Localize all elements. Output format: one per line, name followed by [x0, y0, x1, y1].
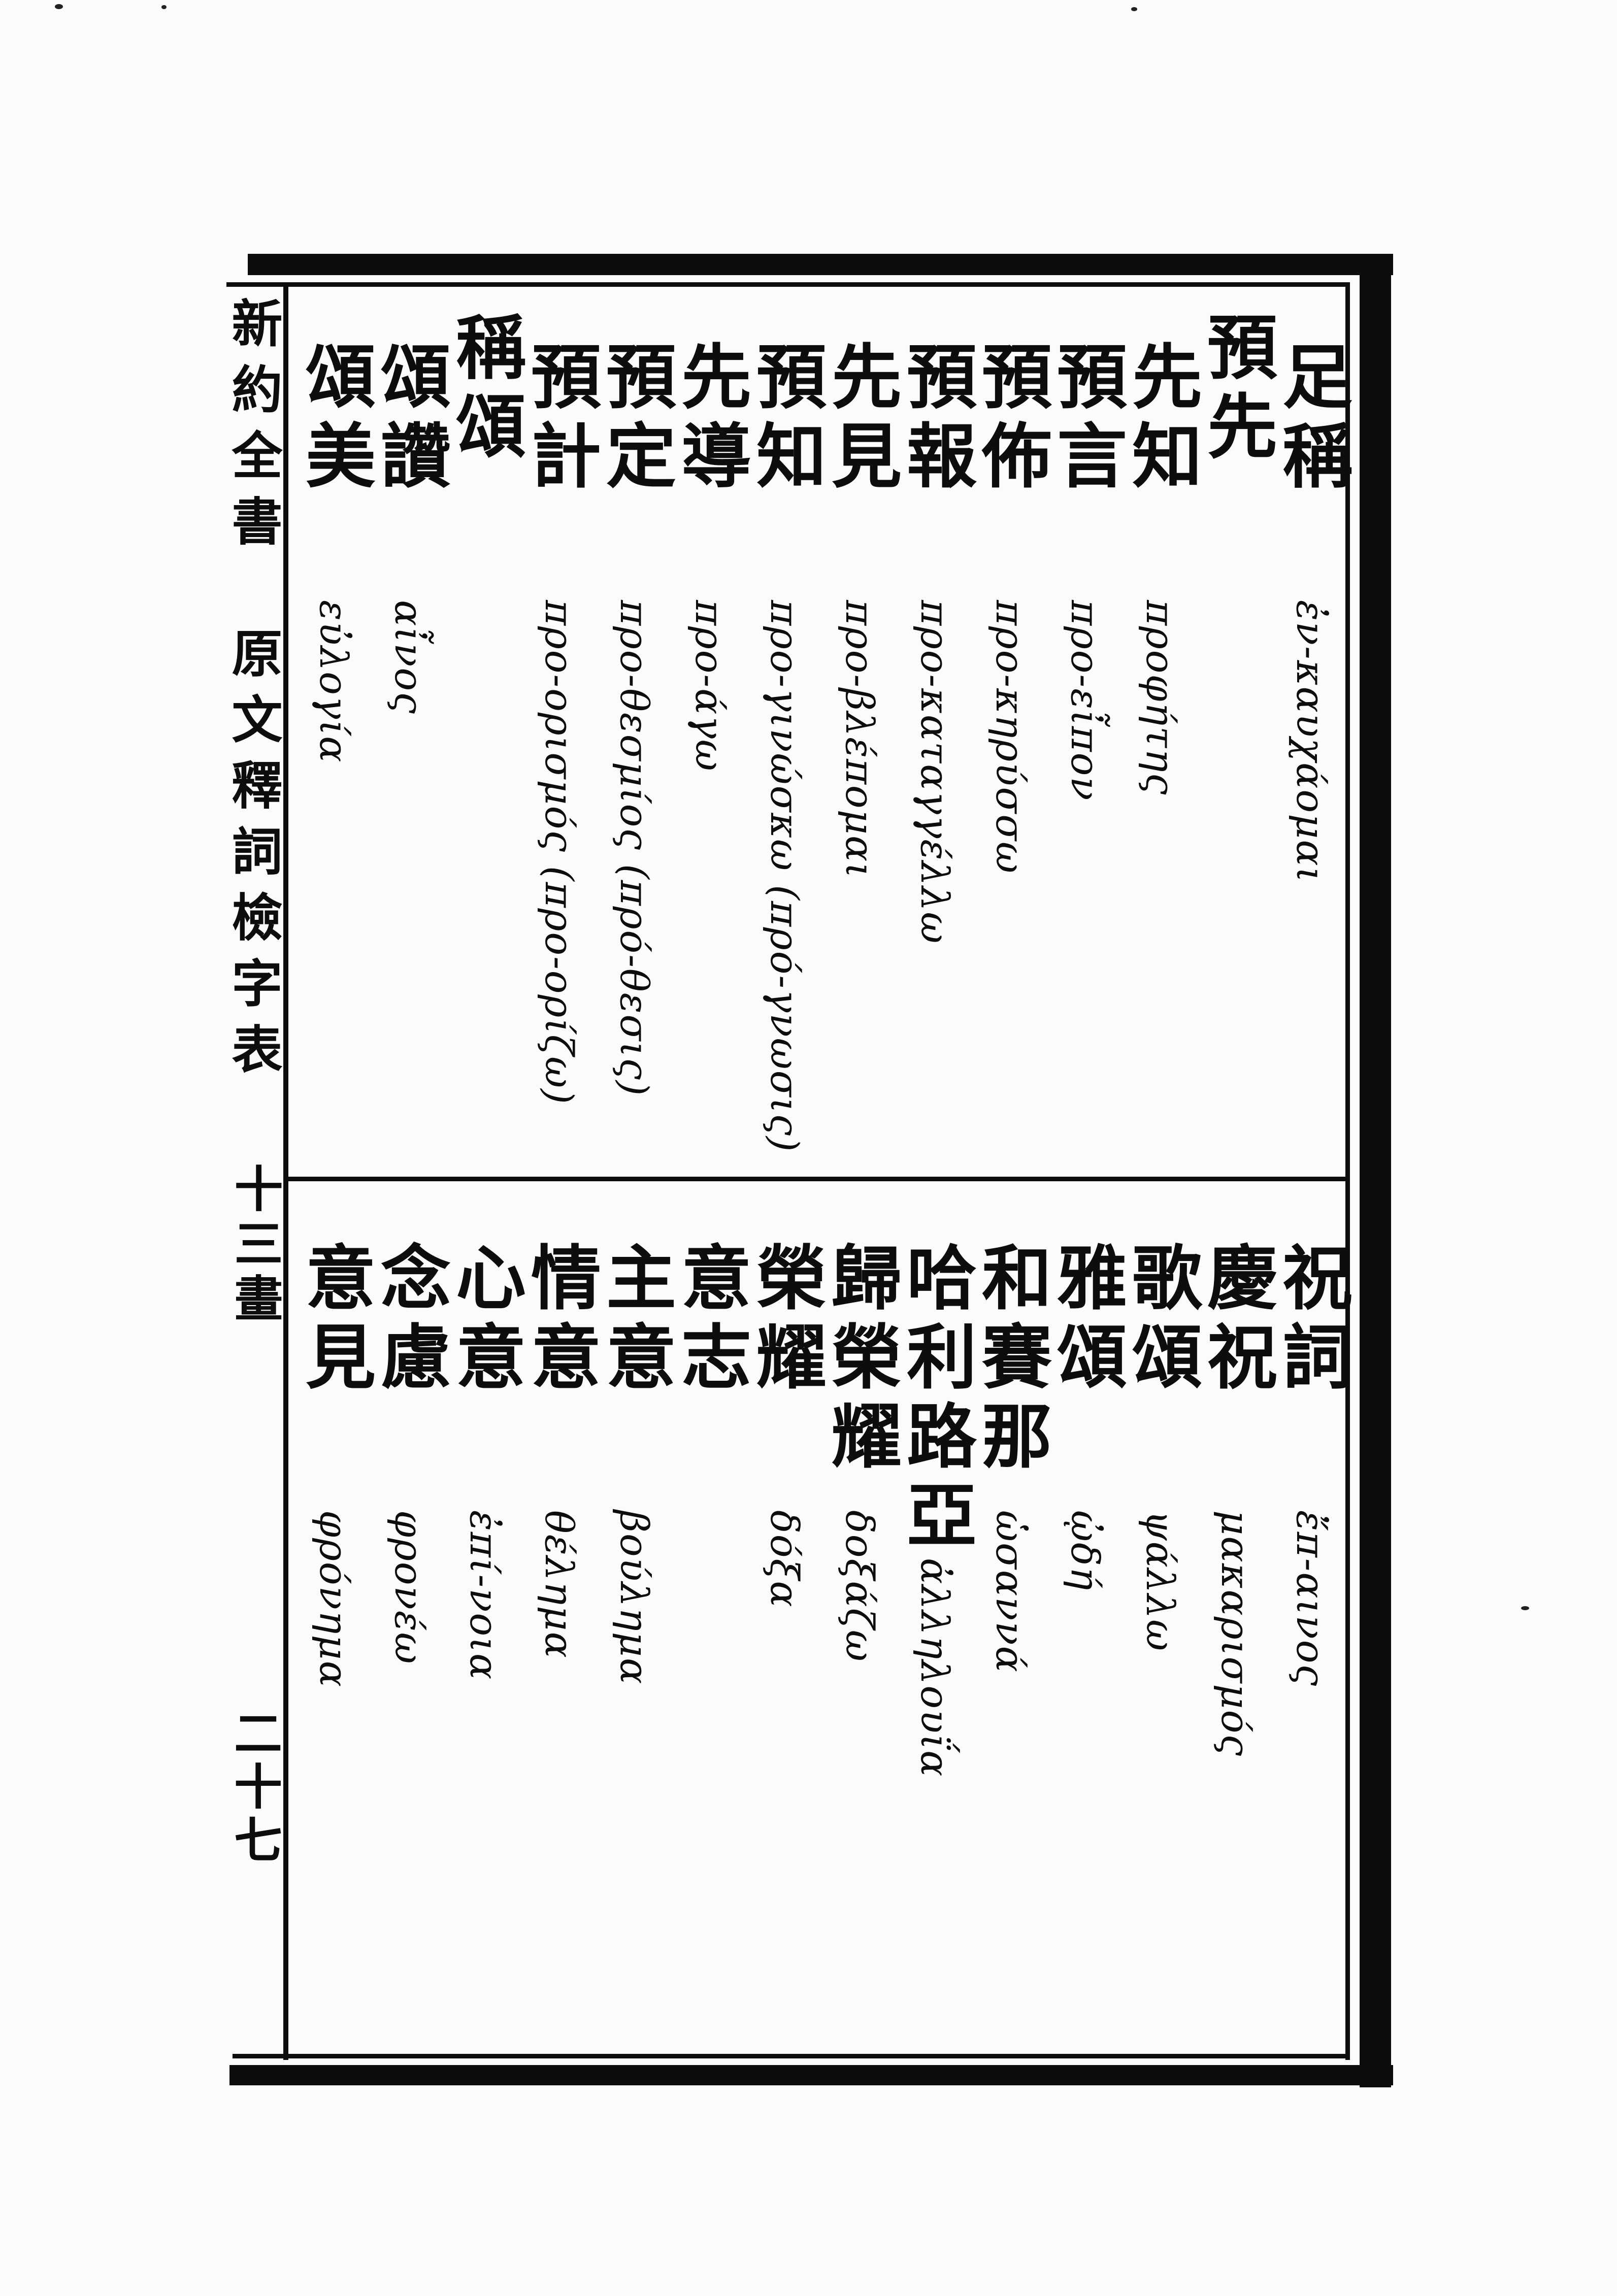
entry-column: 預報 προ-καταγγέλλω — [895, 311, 974, 1176]
entry-term-chinese: 預先 — [1197, 311, 1274, 469]
entry-greek-word: ἐν-καυχάομαι — [1288, 600, 1333, 883]
entry-column: 頌讚 αἶνος — [369, 311, 448, 1176]
category-header-column: 預先 — [1195, 311, 1274, 1176]
entry-term-chinese: 主意 — [596, 1241, 673, 1400]
entry-term-chinese: 慶祝 — [1197, 1241, 1274, 1400]
entry-column: 雅頌 ᾠδή — [1045, 1216, 1124, 2053]
entry-column: 哈利路亞ἀλληλουΐα — [895, 1216, 974, 2053]
entry-term-chinese: 預報 — [896, 340, 974, 498]
entry-column: 預言 προ-εἶπον — [1045, 311, 1124, 1176]
entry-column: 足稱 ἐν-καυχάομαι — [1270, 311, 1349, 1176]
entries-top-section: 足稱ἐν-καυχάομαι 預先 先知προφήτης 預言προ-εἶπον 預佈π… — [292, 311, 1349, 1176]
entry-column: 榮耀 δόξα — [744, 1216, 823, 2053]
entries-bottom-section: 祝詞 ἔπ-αινος 慶祝 μακαρισμός 歌頌 ψάλλω 雅頌 ᾠδή 和賽那 ὡσα… — [292, 1216, 1349, 2053]
entry-column: 先知 προφήτης — [1120, 311, 1199, 1176]
entry-term-chinese: 祝詞 — [1272, 1241, 1349, 1400]
entry-column: 頌美 εὐλογία — [293, 311, 373, 1176]
frame-border-left-thin — [283, 282, 288, 2060]
entry-term-chinese: 預言 — [1046, 340, 1124, 498]
entry-greek-word: ἔπ-αινος — [1288, 1510, 1333, 1687]
entry-term-chinese: 榮耀 — [746, 1241, 823, 1400]
entry-column: 意見 φρόνημα — [293, 1216, 373, 2053]
entry-term-chinese: 預知 — [746, 340, 823, 498]
entry-term-chinese: 先導 — [671, 340, 748, 498]
entry-greek-word: προφήτης — [1138, 600, 1183, 796]
entry-greek-word: προ-γινώσκω (πρό-γνωσις) — [762, 600, 807, 1153]
entry-term-chinese: 意見 — [295, 1241, 373, 1400]
entry-term-chinese: 預定 — [596, 340, 673, 498]
section-label: 十三畫 — [227, 1163, 281, 1328]
frame-border-bottom-thick — [229, 2065, 1393, 2085]
entry-column: 預計 προ-ορισμός (προ-ορίζω) — [519, 311, 598, 1176]
entry-greek-word: δόξα — [762, 1510, 807, 1608]
entry-column: 預佈 προ-κηρύσσω — [970, 311, 1049, 1176]
entry-term-chinese: 預計 — [520, 340, 598, 498]
frame-border-top-thin — [226, 282, 1349, 287]
entry-term-chinese: 稱頌 — [445, 311, 523, 469]
section-divider-line — [287, 1177, 1346, 1181]
entry-greek-word: προ-εἶπον — [1063, 600, 1108, 802]
entry-greek-word: προ-άγω — [687, 600, 732, 772]
frame-border-bottom-thin — [233, 2054, 1349, 2058]
entry-term-chinese: 念慮 — [370, 1241, 448, 1400]
entry-term-chinese: 意志 — [671, 1241, 748, 1400]
entry-greek-word: δοξάζω — [837, 1510, 882, 1662]
entry-column: 預知 προ-γινώσκω (πρό-γνωσις) — [744, 311, 823, 1176]
entry-column: 歸榮耀 δοξάζω — [819, 1216, 899, 2053]
entry-greek-word: μακαρισμός — [1213, 1510, 1258, 1757]
entry-term-chinese: 足稱 — [1272, 340, 1349, 498]
book-title: 新約全書 原文釋詞檢字表 — [224, 297, 280, 1089]
entry-column: 念慮 φρονέω — [369, 1216, 448, 2053]
entry-greek-word: φρονέω — [386, 1510, 432, 1665]
entry-greek-word: θέλημα — [537, 1510, 582, 1659]
entry-greek-word: ἀλληλουΐα — [912, 1558, 958, 1778]
entry-term-chinese: 頌美 — [295, 340, 373, 498]
entry-term-chinese: 雅頌 — [1046, 1241, 1124, 1400]
entry-column: 預定 προ-θεσμίος (πρό-θεσις) — [594, 311, 673, 1176]
entry-greek-word: φρόνημα — [311, 1510, 356, 1688]
entry-term-chinese: 先知 — [1121, 340, 1199, 498]
entry-greek-word: ψάλλω — [1138, 1510, 1183, 1652]
entry-column: 和賽那 ὡσαννά — [970, 1216, 1049, 2053]
entry-greek-word: προ-βλέπομαι — [837, 600, 882, 879]
entry-greek-word: προ-θεσμίος (πρό-θεσις) — [612, 600, 657, 1097]
dust-speck — [1521, 1606, 1529, 1610]
category-header-column: 稱頌 — [444, 311, 523, 1176]
entry-column: 先導 προ-άγω — [669, 311, 748, 1176]
entry-column: 祝詞 ἔπ-αινος — [1270, 1216, 1349, 2053]
entry-greek-word: προ-ορισμός (προ-ορίζω) — [537, 600, 582, 1105]
entry-greek-word: ᾠδή — [1063, 1510, 1108, 1591]
dust-speck — [161, 5, 167, 9]
entry-term-chinese: 哈利路亞 — [896, 1241, 974, 1558]
entry-column: 心意 ἐπί-νοια — [444, 1216, 523, 2053]
dust-speck — [1131, 7, 1137, 11]
entry-greek-word: ὡσαννά — [987, 1510, 1033, 1673]
entry-column: 慶祝 μακαρισμός — [1195, 1216, 1274, 2053]
entry-greek-word: προ-κηρύσσω — [987, 600, 1033, 875]
entry-term-chinese: 頌讚 — [370, 340, 448, 498]
entry-term-chinese: 預佈 — [971, 340, 1049, 498]
entry-term-chinese: 歌頌 — [1121, 1241, 1199, 1400]
entry-greek-word: εὐλογία — [311, 600, 356, 763]
entry-term-chinese: 先見 — [821, 340, 899, 498]
category-header-column: 意志 — [669, 1216, 748, 2053]
page-number: 二十七 — [227, 1708, 281, 1868]
entry-term-chinese: 心意 — [445, 1241, 523, 1400]
entry-column: 情意 θέλημα — [519, 1216, 598, 2053]
frame-border-right-thick — [1360, 254, 1391, 2087]
entry-greek-word: αἶνος — [386, 600, 432, 715]
entry-column: 歌頌 ψάλλω — [1120, 1216, 1199, 2053]
entry-greek-word: προ-καταγγέλλω — [912, 600, 958, 945]
entry-greek-word: βούλημα — [612, 1510, 657, 1685]
entry-column: 先見 προ-βλέπομαι — [819, 311, 899, 1176]
dust-speck — [55, 4, 63, 9]
entry-greek-word: ἐπί-νοια — [461, 1510, 507, 1681]
frame-border-right-thin — [1345, 282, 1350, 2060]
entry-term-chinese: 情意 — [520, 1241, 598, 1400]
entry-term-chinese: 歸榮耀 — [821, 1241, 899, 1479]
frame-border-top-thick — [248, 254, 1393, 275]
entry-column: 主意 βούλημα — [594, 1216, 673, 2053]
entry-term-chinese: 和賽那 — [971, 1241, 1049, 1479]
